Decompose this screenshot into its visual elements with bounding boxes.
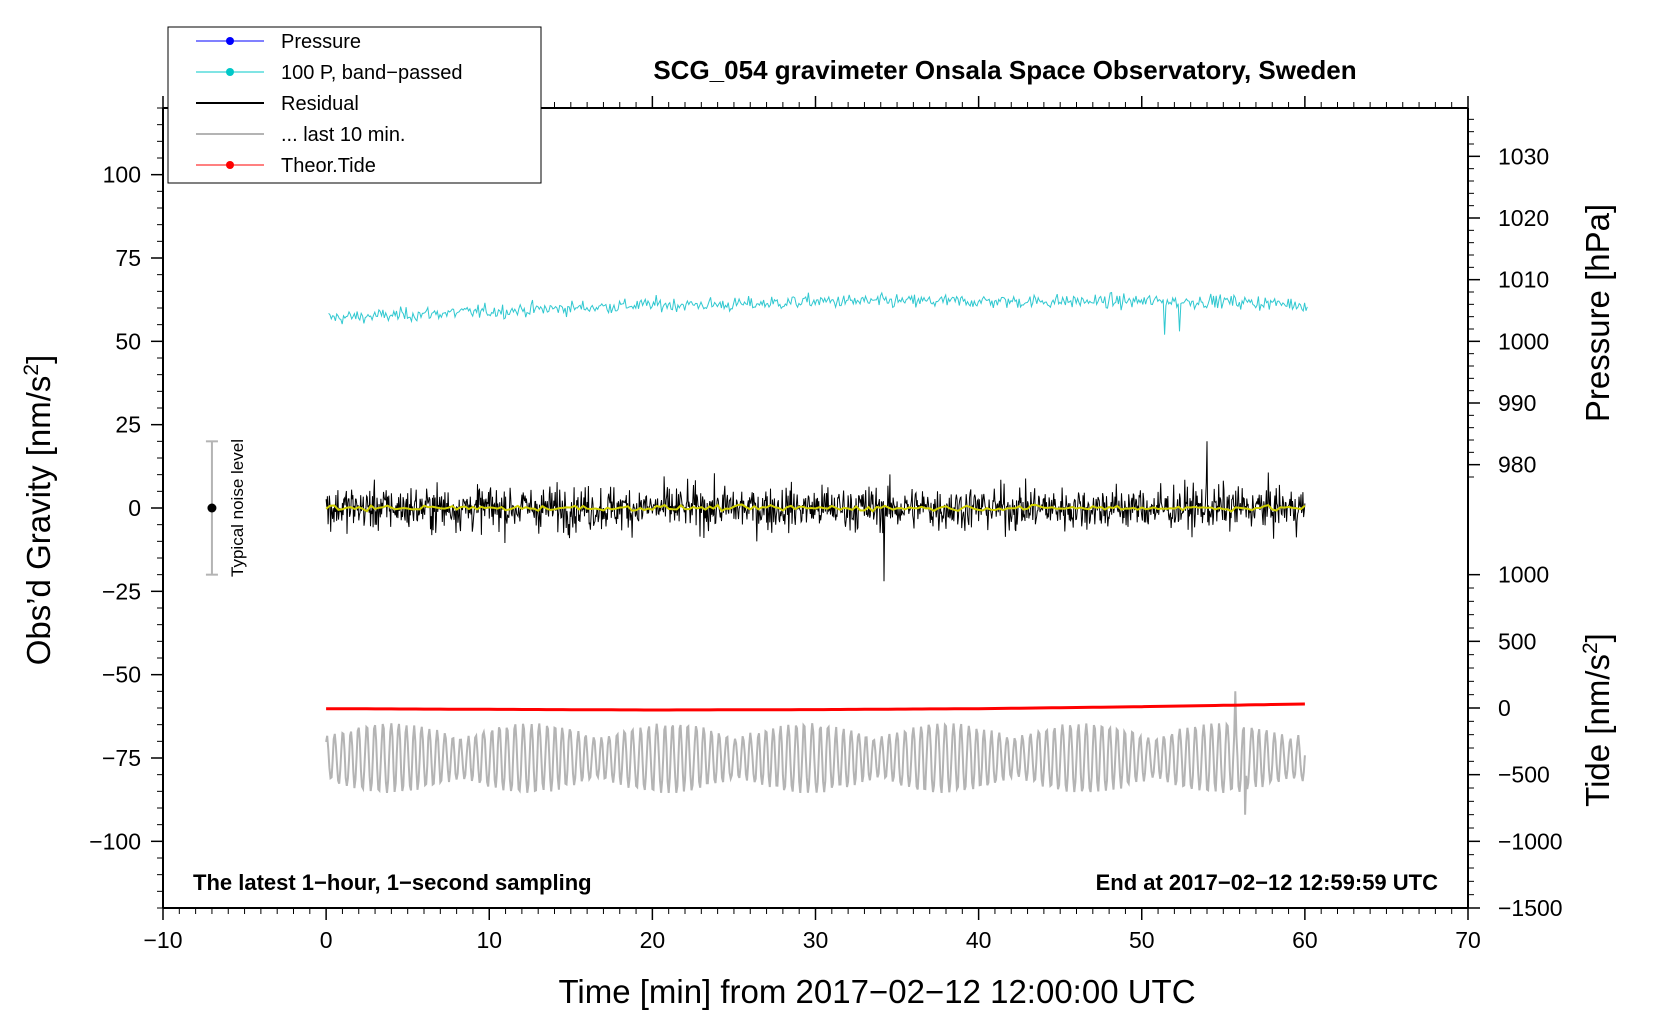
pressure-tick-label: 990 (1498, 390, 1536, 416)
pressure-tick-label: 1020 (1498, 205, 1549, 231)
last-10-min-line (325, 691, 1306, 815)
y-axis-label-pressure: Pressure [hPa] (1579, 204, 1616, 422)
x-tick-label: 10 (476, 927, 502, 953)
y-axis-label-gravity: Obs’d Gravity [nm/s2] (20, 355, 57, 666)
residual-line (325, 441, 1306, 582)
chart-title: SCG_054 gravimeter Onsala Space Observat… (653, 55, 1356, 85)
pressure-bandpassed-line (328, 291, 1308, 335)
y-axis-label-tide-end: ] (1579, 633, 1616, 642)
pressure-tick-label: 980 (1498, 452, 1536, 478)
y-axis-label-tide-sup: 2 (1579, 642, 1602, 654)
y-tick-label: 100 (103, 162, 141, 188)
legend-label: Pressure (281, 31, 361, 53)
x-axis-label: Time [min] from 2017−02−12 12:00:00 UTC (558, 973, 1195, 1010)
y-tick-label: −100 (89, 828, 141, 854)
pressure-tick-label: 1030 (1498, 143, 1549, 169)
pressure-tick-label: 1000 (1498, 328, 1549, 354)
x-tick-label: 20 (640, 927, 666, 953)
x-tick-label: 30 (803, 927, 829, 953)
footer-end-time: End at 2017−02−12 12:59:59 UTC (1096, 870, 1439, 895)
y-tick-label: −50 (102, 662, 141, 688)
tide-tick-label: 1000 (1498, 562, 1549, 588)
x-tick-label: −10 (143, 927, 182, 953)
x-tick-label: 60 (1292, 927, 1318, 953)
y-axis-label-gravity-sup: 2 (20, 364, 43, 376)
tide-tick-label: −1500 (1498, 895, 1563, 921)
legend-label: 100 P, band−passed (281, 62, 462, 84)
pressure-tick-label: 1010 (1498, 267, 1549, 293)
legend-marker (226, 37, 234, 45)
legend-label: ... last 10 min. (281, 124, 406, 146)
y-tick-label: −75 (102, 745, 141, 771)
y-axis-label-tide-text: Tide [nm/s (1579, 654, 1616, 807)
series-layer (325, 291, 1308, 815)
x-tick-label: 0 (320, 927, 333, 953)
x-tick-label: 50 (1129, 927, 1155, 953)
x-tick-label: 70 (1455, 927, 1481, 953)
y-tick-label: −25 (102, 578, 141, 604)
x-tick-label: 40 (966, 927, 992, 953)
y-axis-label-tide: Tide [nm/s2] (1579, 633, 1616, 807)
residual-smoothed-line (325, 503, 1306, 513)
noise-bar-label: Typical noise level (228, 439, 247, 577)
tide-tick-label: −1000 (1498, 828, 1563, 854)
y-tick-label: 0 (128, 495, 141, 521)
tide-tick-label: 500 (1498, 628, 1536, 654)
y-axis-label-gravity-text: Obs’d Gravity [nm/s (20, 376, 57, 666)
legend-label: Residual (281, 93, 359, 115)
legend-box (167, 26, 542, 184)
noise-bar-center-dot (207, 503, 217, 513)
theoretical-tide-line (326, 702, 1305, 712)
tide-tick-label: −500 (1498, 762, 1550, 788)
tide-tick-label: 0 (1498, 695, 1511, 721)
y-tick-label: 75 (115, 245, 141, 271)
y-axis-label-gravity-end: ] (20, 355, 57, 364)
noise-level-bar: Typical noise level (205, 439, 247, 577)
axes-layer: −10 0 10 20 30 40 50 60 701007550250−25−50−75−10… (89, 96, 1563, 953)
legend-marker (226, 161, 234, 169)
legend: Pressure 100 P, band−passed Residual ... la… (167, 26, 542, 184)
footer-sampling-note: The latest 1−hour, 1−second sampling (193, 870, 592, 895)
legend-marker (226, 68, 234, 76)
y-tick-label: 25 (115, 412, 141, 438)
legend-label: Theor.Tide (281, 155, 376, 177)
y-tick-label: 50 (115, 328, 141, 354)
